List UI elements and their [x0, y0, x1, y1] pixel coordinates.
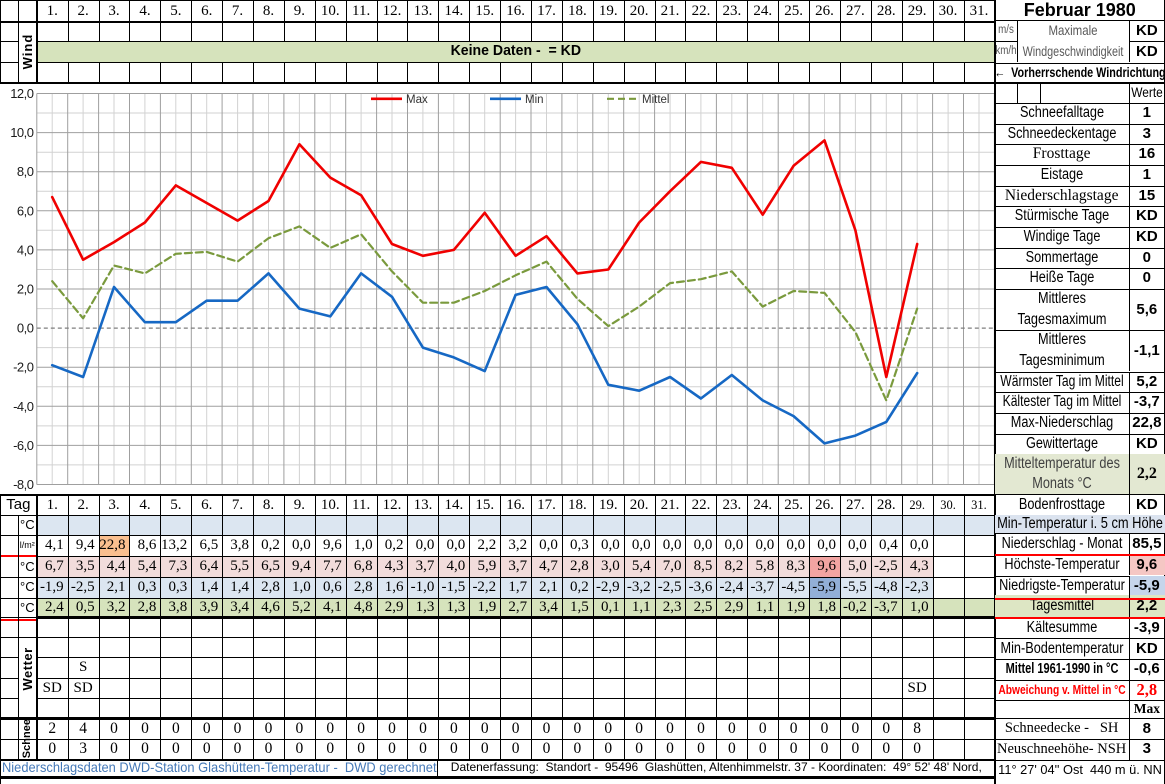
svg-text:Mittel: Mittel: [642, 94, 669, 106]
svg-text:Min: Min: [525, 94, 544, 106]
svg-text:Max: Max: [406, 94, 428, 106]
svg-text:-2,0: -2,0: [13, 360, 34, 375]
svg-text:-8,0: -8,0: [13, 477, 34, 492]
svg-text:-6,0: -6,0: [13, 438, 34, 453]
svg-text:4,0: 4,0: [17, 242, 34, 257]
svg-text:6,0: 6,0: [17, 203, 34, 218]
svg-text:2,0: 2,0: [17, 282, 34, 297]
svg-text:-4,0: -4,0: [13, 399, 34, 414]
svg-text:8,0: 8,0: [17, 164, 34, 179]
svg-text:12,0: 12,0: [10, 86, 34, 101]
svg-text:10,0: 10,0: [10, 125, 34, 140]
svg-text:0,0: 0,0: [17, 321, 34, 336]
